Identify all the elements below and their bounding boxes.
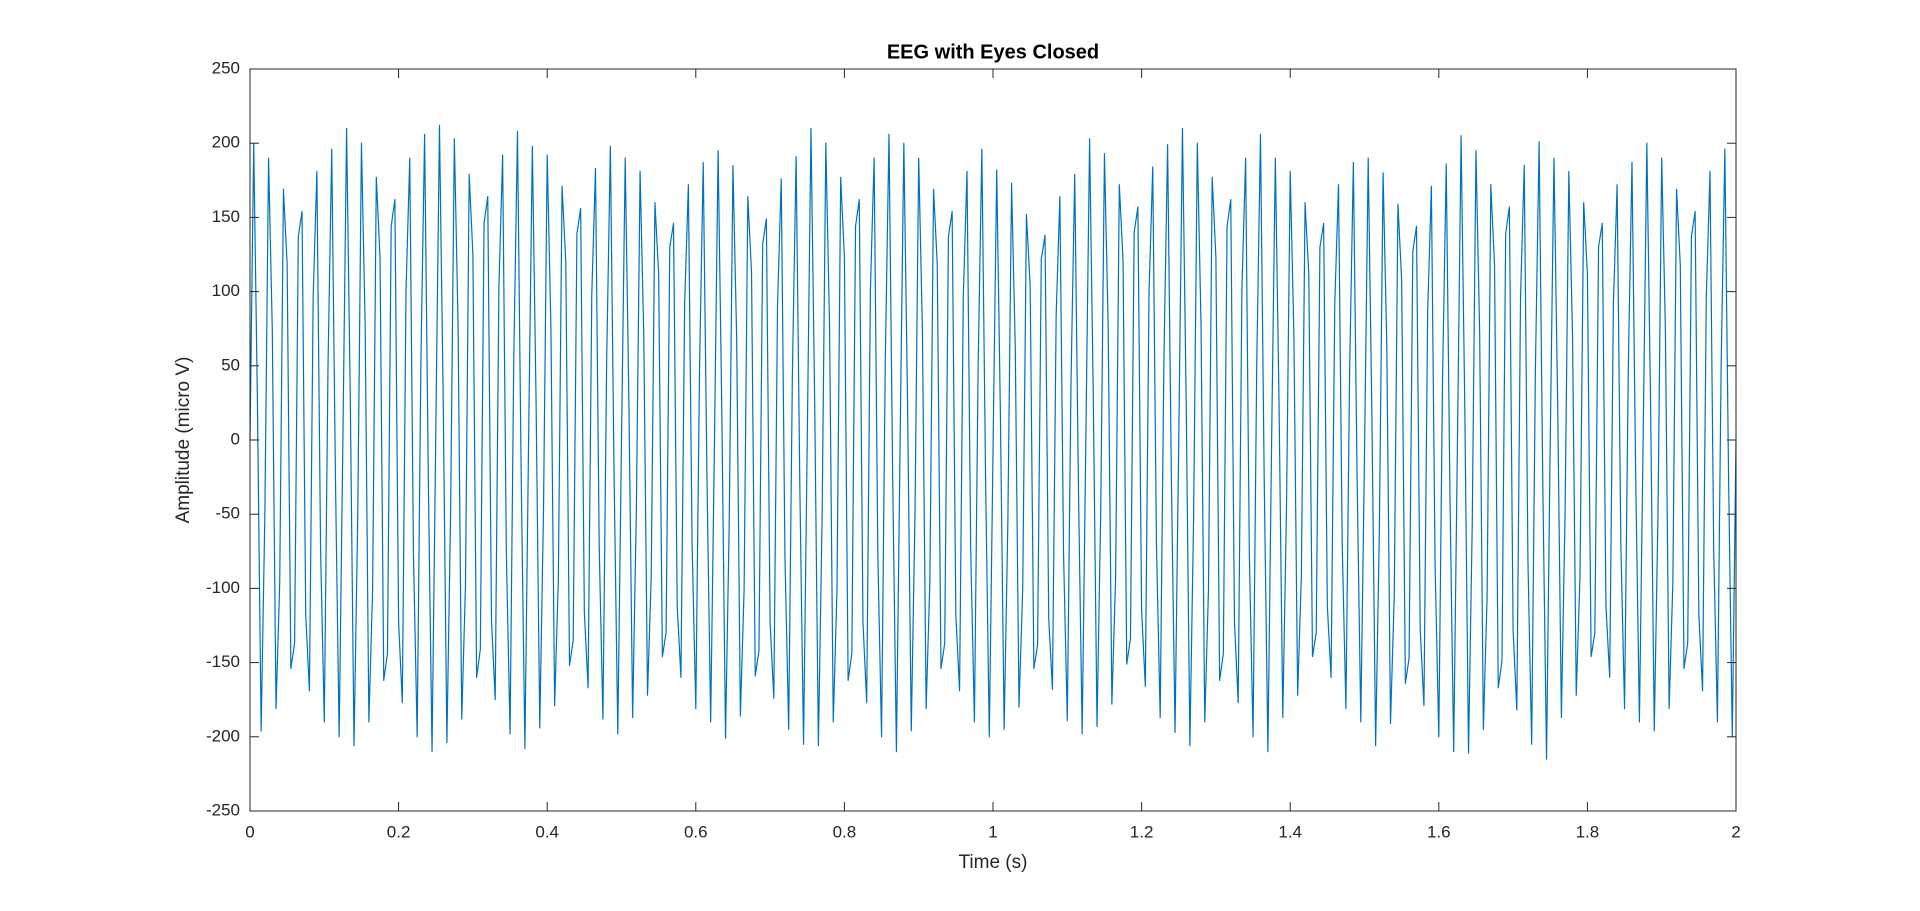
x-tick-label: 1.6	[1427, 822, 1451, 841]
x-tick-label: 0.8	[833, 822, 857, 841]
y-tick-label: -250	[206, 800, 240, 819]
x-axis-label: Time (s)	[959, 852, 1028, 873]
x-tick-label: 1	[988, 822, 997, 841]
x-tick-label: 0.2	[387, 822, 411, 841]
x-tick-label: 0.6	[684, 822, 708, 841]
x-tick-label: 1.2	[1130, 822, 1154, 841]
x-tick-label: 1.4	[1278, 822, 1302, 841]
y-tick-label: -150	[206, 652, 240, 671]
y-tick-label: -200	[206, 726, 240, 745]
axes-box	[249, 68, 1737, 812]
x-tick-label: 1.8	[1576, 822, 1600, 841]
y-tick-label: 150	[212, 207, 240, 226]
x-tick-label: 0.4	[535, 822, 559, 841]
chart-title: EEG with Eyes Closed	[887, 41, 1099, 63]
y-tick-label: 50	[221, 355, 240, 374]
y-axis-label: Amplitude (micro V)	[173, 357, 194, 524]
y-tick-label: 250	[212, 58, 240, 77]
y-tick-label: -100	[206, 578, 240, 597]
x-tick-label: 0	[245, 822, 254, 841]
signal-line	[249, 124, 1737, 760]
y-tick-label: 0	[231, 429, 240, 448]
y-tick-label: -50	[215, 504, 240, 523]
y-tick-label: 100	[212, 281, 240, 300]
y-tick-label: 200	[212, 133, 240, 152]
x-tick-label: 2	[1731, 822, 1740, 841]
